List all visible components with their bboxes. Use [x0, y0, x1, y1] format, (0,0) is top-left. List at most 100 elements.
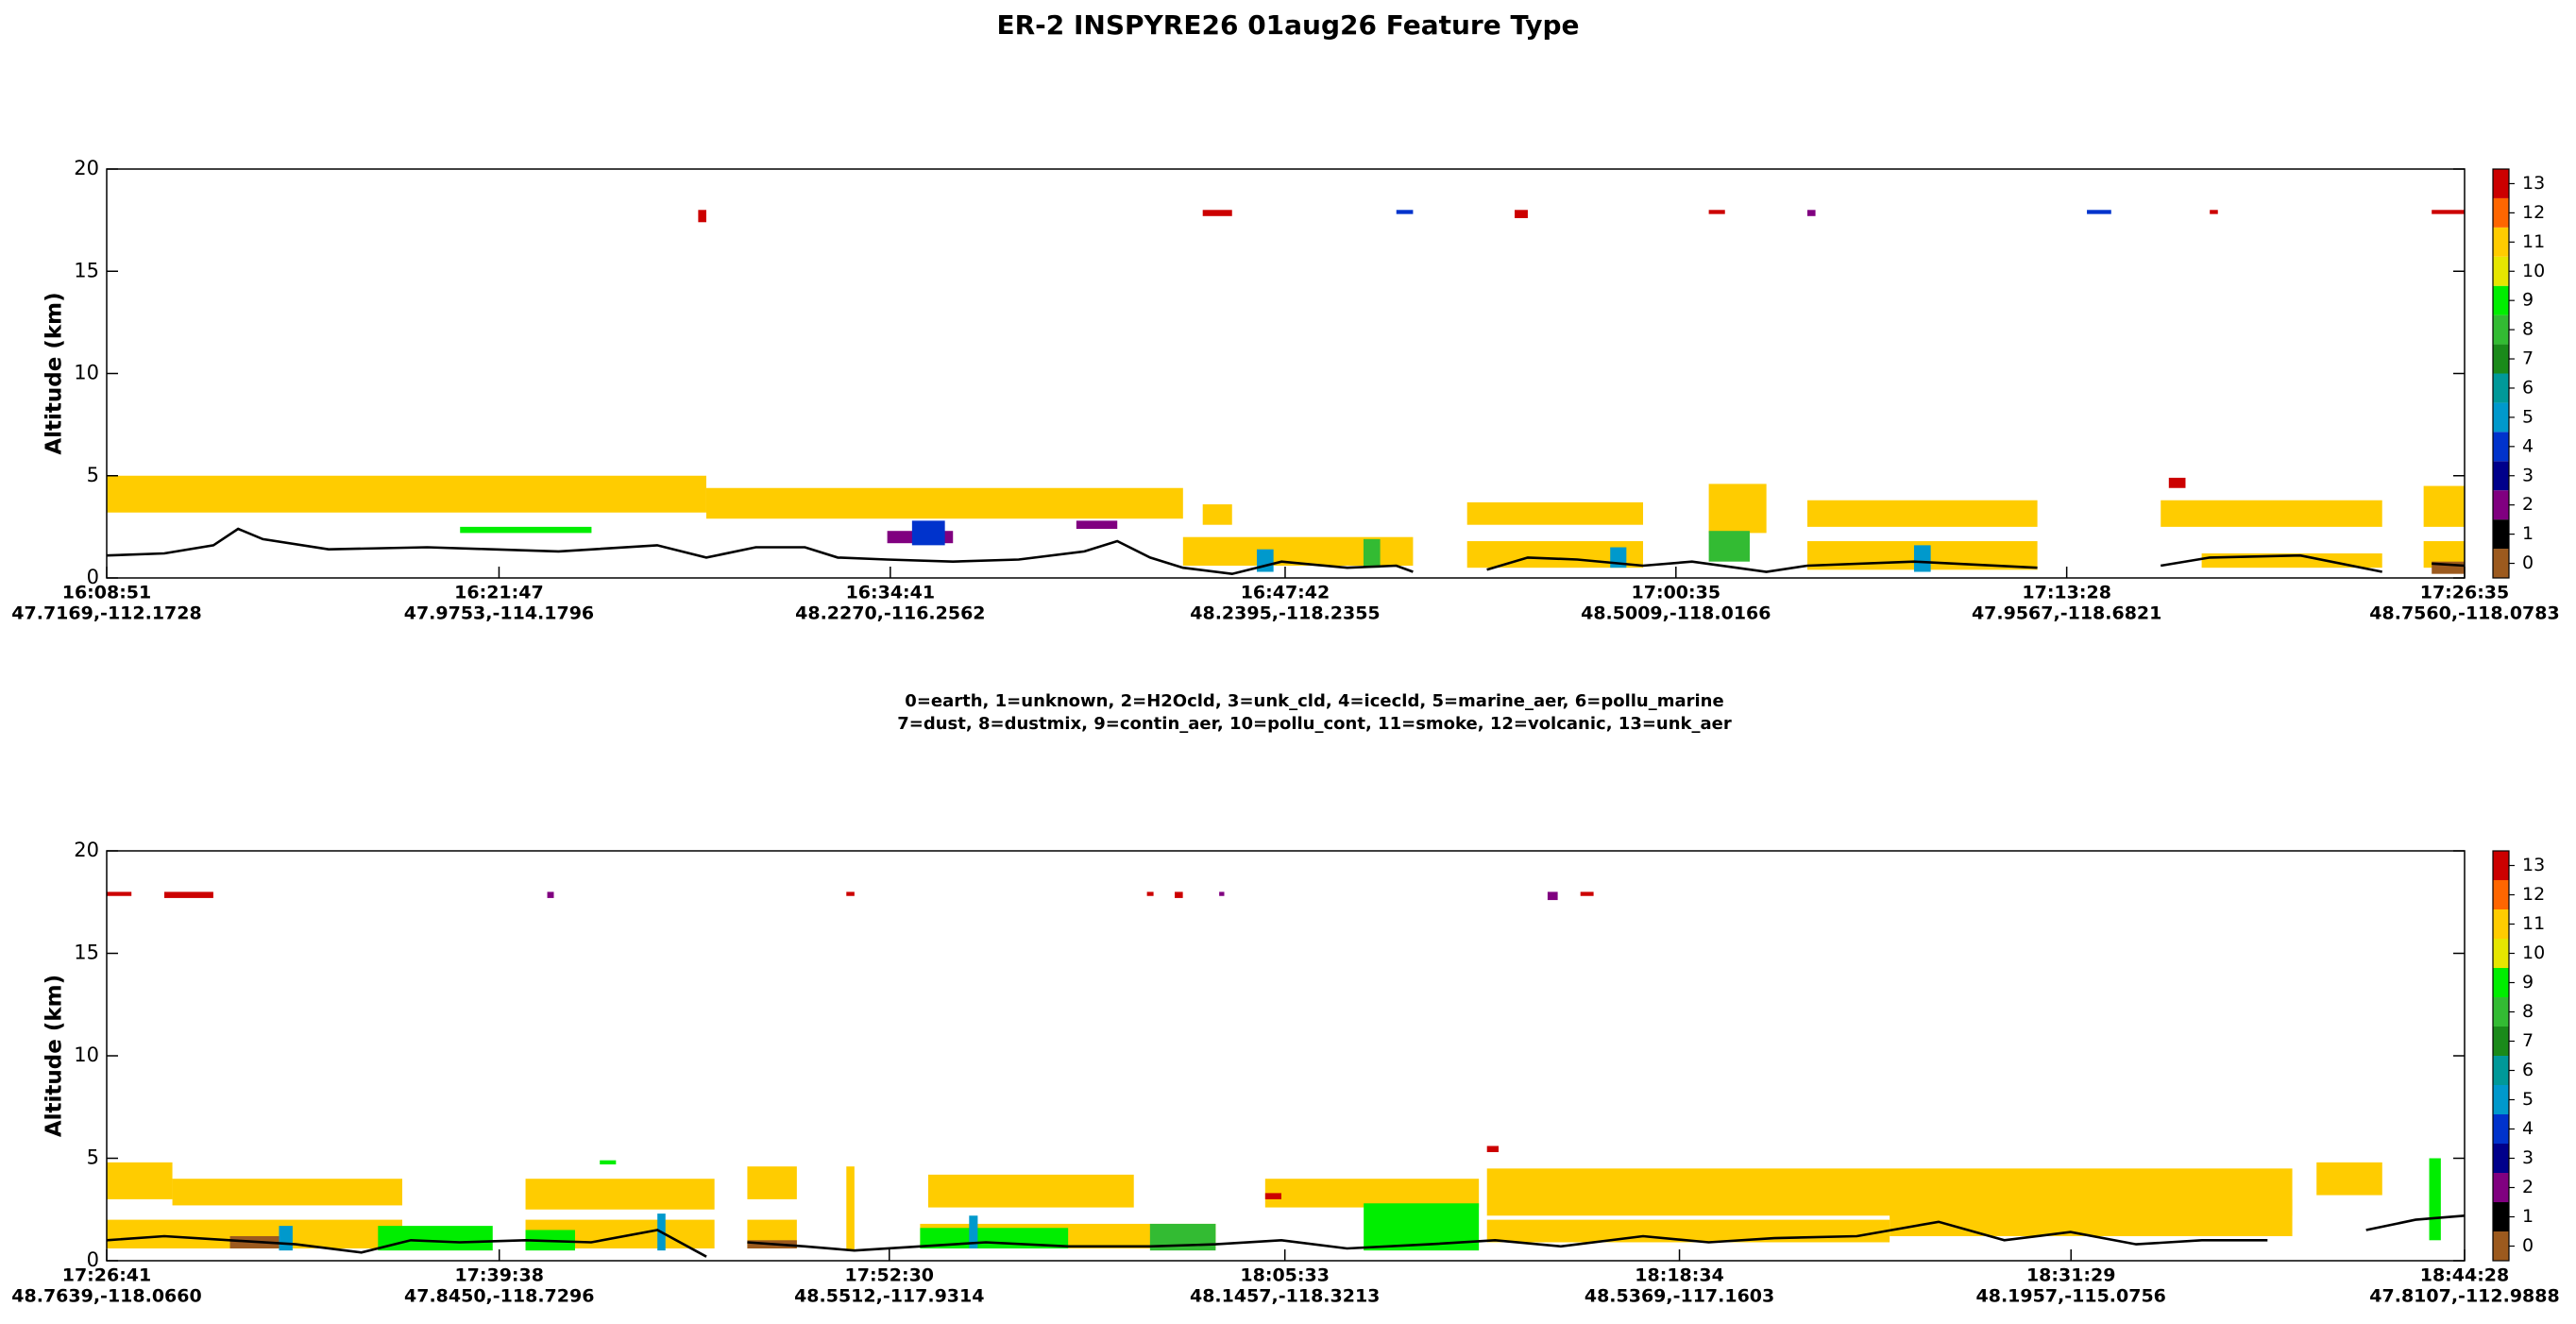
y-tick-label: 20 — [74, 839, 99, 861]
colorbar-label: 9 — [2522, 290, 2534, 311]
colorbar-label: 1 — [2522, 523, 2534, 544]
y-tick-label: 15 — [74, 259, 99, 281]
x-tick-sublabel: 48.2395,-118.2355 — [1190, 603, 1380, 624]
y-tick-label: 5 — [87, 464, 99, 486]
colorbar-label: 6 — [2522, 1060, 2534, 1080]
x-tick-sublabel: 48.5009,-118.0166 — [1581, 603, 1771, 624]
x-tick-label: 18:18:34 — [1635, 1265, 1724, 1286]
colorbar-label: 1 — [2522, 1206, 2534, 1227]
colorbar-frame — [2492, 850, 2510, 1262]
x-tick-label: 16:34:41 — [846, 583, 936, 603]
colorbar-label: 8 — [2522, 319, 2534, 340]
x-tick-label: 16:21:47 — [454, 583, 544, 603]
colorbar-frame — [2492, 168, 2510, 579]
y-tick-label: 15 — [74, 942, 99, 964]
plot-frame — [106, 168, 2466, 579]
colorbar-label: 4 — [2522, 1118, 2534, 1139]
x-tick-label: 18:05:33 — [1240, 1265, 1330, 1286]
feature — [1515, 210, 1528, 218]
feature — [846, 891, 855, 896]
feature — [969, 1215, 978, 1248]
y-tick-label: 10 — [74, 1044, 99, 1066]
x-tick-label: 17:13:28 — [2022, 583, 2111, 603]
colorbar-bin — [2493, 1144, 2509, 1173]
feature — [1708, 531, 1750, 562]
feature — [279, 1226, 293, 1251]
colorbar-bin — [2493, 285, 2509, 315]
feature — [2168, 477, 2186, 488]
x-tick-sublabel: 47.8450,-118.7296 — [404, 1286, 594, 1307]
colorbar-label: 10 — [2522, 261, 2545, 281]
colorbar-bin — [2493, 461, 2509, 491]
colorbar-bin — [2493, 169, 2509, 198]
feature — [1396, 210, 1414, 214]
colorbar-bin — [2493, 1202, 2509, 1231]
colorbar-bin — [2493, 1027, 2509, 1056]
feature — [1807, 210, 1816, 216]
feature — [1913, 545, 1931, 572]
colorbar-bin — [2493, 344, 2509, 374]
colorbar-label: 9 — [2522, 972, 2534, 993]
feature — [1076, 520, 1118, 530]
colorbar-label: 13 — [2522, 173, 2545, 194]
colorbar-label: 6 — [2522, 377, 2534, 398]
feature — [1219, 891, 1225, 896]
feature — [525, 1179, 715, 1210]
x-tick-label: 17:26:35 — [2420, 583, 2510, 603]
colorbar-bin — [2493, 1085, 2509, 1114]
colorbar-bin — [2493, 1173, 2509, 1202]
feature — [1708, 210, 1725, 214]
feature — [1175, 891, 1183, 898]
colorbar-bin — [2493, 851, 2509, 880]
feature — [2087, 210, 2111, 214]
colorbar-bin — [2493, 197, 2509, 228]
feature — [1580, 891, 1594, 896]
colorbar-bin — [2493, 402, 2509, 433]
legend-line: 0=earth, 1=unknown, 2=H2Ocld, 3=unk_cld,… — [905, 691, 1723, 711]
feature — [172, 1179, 402, 1206]
feature — [2210, 210, 2218, 214]
feature — [1264, 1179, 1480, 1208]
feature — [2423, 485, 2465, 527]
x-tick-label: 17:39:38 — [454, 1265, 544, 1286]
x-tick-sublabel: 48.5512,-117.9314 — [794, 1286, 984, 1307]
colorbar-label: 5 — [2522, 406, 2534, 427]
surface-line — [106, 527, 2466, 576]
y-axis-label: Altitude (km) — [42, 975, 67, 1137]
colorbar-label: 5 — [2522, 1089, 2534, 1110]
feature — [1146, 891, 1154, 896]
y-axis-label: Altitude (km) — [42, 292, 67, 454]
x-tick-label: 16:08:51 — [62, 583, 152, 603]
colorbar-label: 7 — [2522, 1030, 2534, 1051]
x-tick-label: 18:31:29 — [2026, 1265, 2116, 1286]
colorbar-bin — [2493, 880, 2509, 909]
x-tick-label: 18:44:28 — [2420, 1265, 2510, 1286]
feature — [163, 891, 213, 898]
colorbar-bin — [2493, 432, 2509, 462]
colorbar-label: 0 — [2522, 1235, 2534, 1256]
feature — [547, 891, 554, 898]
y-tick-label: 10 — [74, 362, 99, 384]
x-tick-label: 16:47:42 — [1241, 583, 1330, 603]
colorbar-bin — [2493, 909, 2509, 939]
colorbar-label: 11 — [2522, 913, 2545, 934]
x-tick-sublabel: 48.7639,-118.0660 — [11, 1286, 201, 1307]
feature — [705, 487, 1183, 519]
feature — [1363, 538, 1381, 569]
feature — [1466, 501, 1644, 525]
x-tick-sublabel: 47.9567,-118.6821 — [1972, 603, 2161, 624]
feature — [1547, 891, 1558, 901]
feature — [1708, 484, 1767, 534]
x-tick-sublabel: 47.7169,-112.1728 — [11, 603, 201, 624]
x-tick-label: 17:52:30 — [845, 1265, 935, 1286]
feature — [1264, 1193, 1281, 1199]
feature — [107, 475, 706, 513]
feature — [1256, 549, 1274, 572]
colorbar-bin — [2493, 939, 2509, 968]
x-tick-sublabel: 48.7560,-118.0783 — [2369, 603, 2559, 624]
colorbar-label: 10 — [2522, 942, 2545, 963]
feature — [698, 210, 706, 223]
colorbar-label: 2 — [2522, 1177, 2534, 1197]
